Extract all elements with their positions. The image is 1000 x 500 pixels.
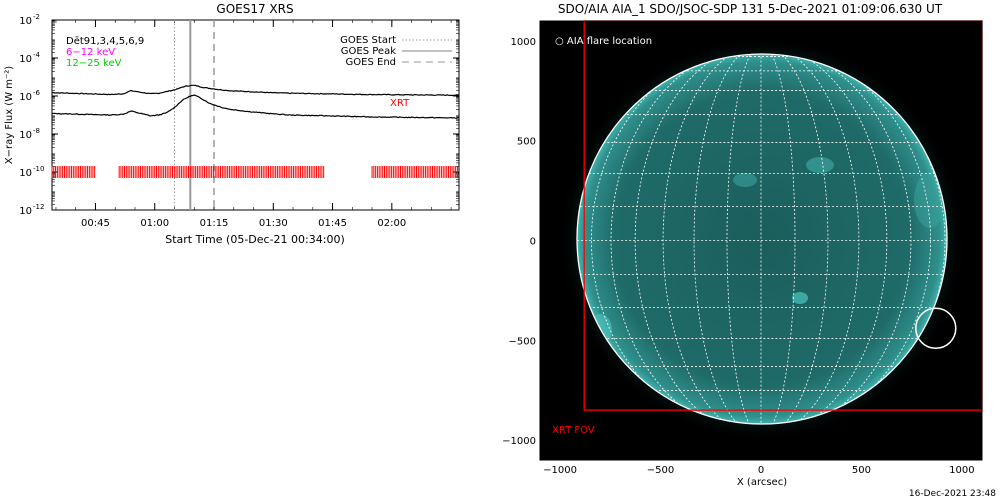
aia-panel: SDO/AIA AIA_1 SDO/JSOC-SDP 131 5-Dec-202… (502, 2, 983, 488)
footer-date: 16-Dec-2021 23:48 (909, 489, 996, 499)
x-tick-label: 00:45 (81, 218, 110, 229)
x-tick-label: 01:15 (200, 218, 229, 229)
x-tick-label: 01:00 (140, 218, 169, 229)
aia-x-tick-label: 0 (758, 465, 764, 476)
x-tick-label: 01:45 (318, 218, 347, 229)
y-tick-label: 10 (19, 54, 32, 65)
goes-y-axis-label: X−ray Flux (W m⁻²) (4, 66, 15, 165)
aia-x-axis: −1000 −500 0 500 1000 (543, 454, 975, 476)
goes-x-axis: 00:45 01:00 01:15 01:30 01:45 02:00 (55, 20, 452, 229)
xrt-coverage-marks (51, 166, 458, 178)
longitude-line (610, 54, 762, 424)
y-tick-exponent: -4 (33, 51, 41, 59)
flare-legend: ○ AIA flare location (555, 36, 652, 47)
solar-disk (577, 54, 947, 424)
longitude-line (726, 54, 762, 424)
y-tick-exponent: -10 (33, 165, 44, 173)
legend-goes-start: GOES Start (340, 35, 396, 46)
longitude-line (760, 54, 912, 424)
flare-location-marker (915, 307, 957, 350)
legend-6-12kev: 6−12 keV (66, 47, 115, 58)
y-tick-label: 10 (19, 130, 32, 141)
aia-y-tick-label: −1000 (502, 436, 536, 447)
aia-x-tick-label: −500 (647, 465, 674, 476)
y-tick-exponent: -12 (33, 203, 44, 211)
series-line-6-12kev (51, 84, 460, 97)
longitude-line (634, 54, 762, 424)
legend-goes-end: GOES End (346, 57, 396, 68)
aia-x-axis-label: X (arcsec) (737, 477, 787, 488)
y-tick-exponent: -8 (33, 127, 40, 135)
solar-limb (576, 53, 948, 425)
longitude-line (760, 54, 829, 424)
aia-x-tick-label: 500 (852, 465, 871, 476)
longitude-line (760, 54, 796, 424)
aia-y-tick-label: 500 (517, 137, 536, 148)
aia-image-title: SDO/AIA AIA_1 SDO/JSOC-SDP 131 5-Dec-202… (558, 2, 943, 16)
aia-x-tick-label: 1000 (949, 465, 974, 476)
xrt-label: XRT (390, 98, 410, 109)
longitude-line (662, 54, 762, 424)
y-tick-label: 10 (19, 16, 32, 27)
y-tick-label: 10 (19, 92, 32, 103)
aia-x-tick-label: −1000 (543, 465, 577, 476)
aia-y-tick-label: −500 (509, 336, 536, 347)
longitude-line (760, 54, 860, 424)
aia-y-tick-label: 1000 (511, 37, 536, 48)
y-tick-label: 10 (19, 206, 32, 217)
x-tick-label: 01:30 (259, 218, 288, 229)
y-tick-label: 10 (19, 168, 32, 179)
detector-label: Dēt91,3,4,5,6,9 (66, 36, 144, 47)
longitude-line (693, 54, 762, 424)
series-line-12-25kev (51, 94, 460, 119)
longitude-line (760, 54, 888, 424)
y-tick-exponent: -2 (33, 13, 40, 21)
goes-x-axis-label: Start Time (05-Dec-21 00:34:00) (165, 233, 345, 246)
goes-chart-title: GOES17 XRS (216, 2, 293, 16)
xrt-fov-label: XRT FOV (552, 425, 595, 436)
x-tick-label: 02:00 (377, 218, 406, 229)
aia-y-tick-label: 0 (530, 237, 536, 248)
y-tick-exponent: -6 (33, 89, 41, 97)
legend-goes-peak: GOES Peak (341, 46, 396, 57)
legend-12-25kev: 12−25 keV (66, 58, 122, 69)
aia-y-axis: 1000 500 0 −500 −1000 (502, 37, 546, 447)
